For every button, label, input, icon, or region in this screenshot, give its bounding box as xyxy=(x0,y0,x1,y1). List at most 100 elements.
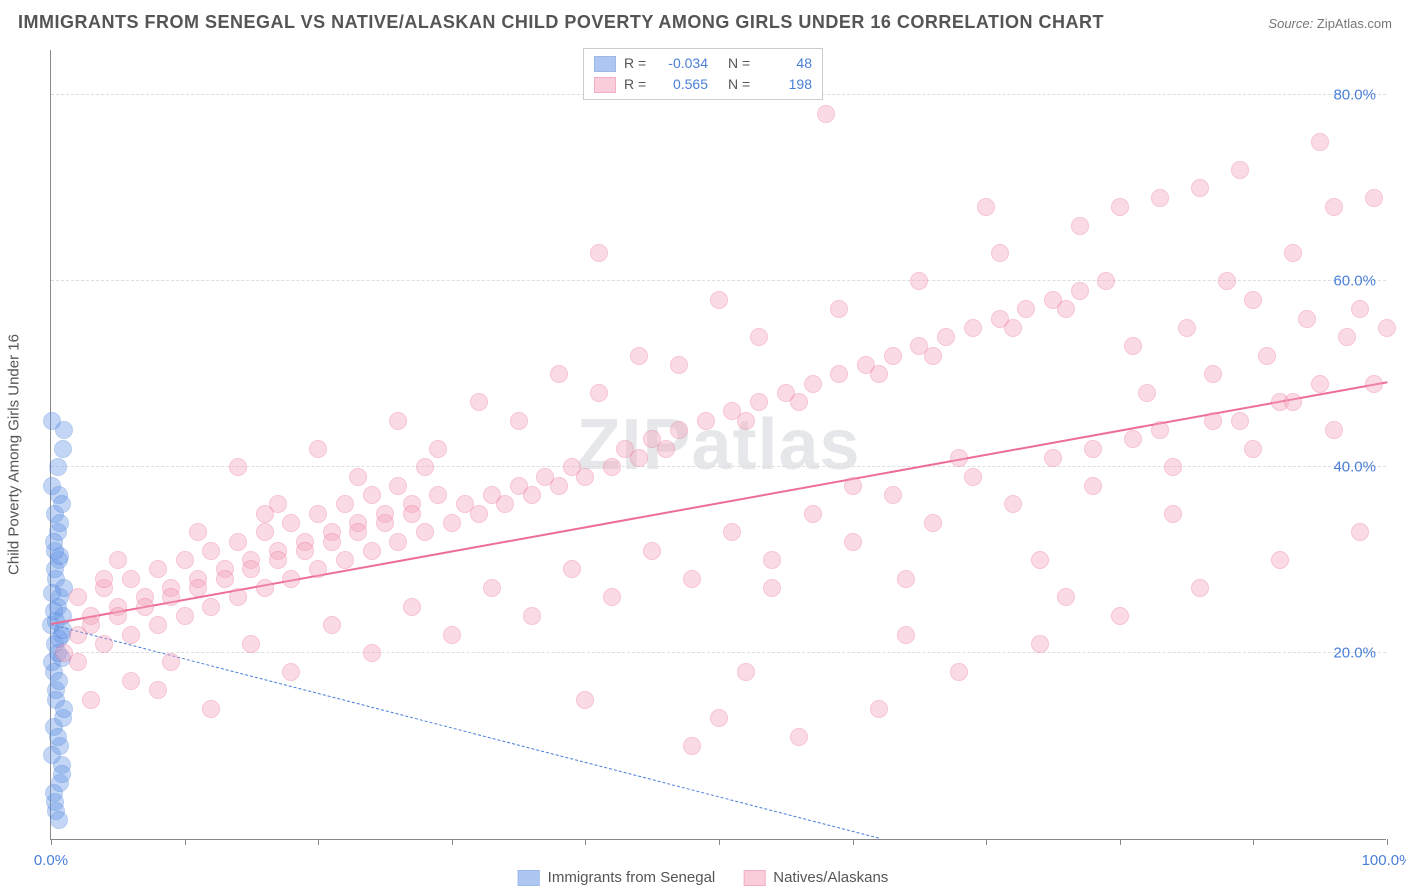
data-point xyxy=(416,458,434,476)
data-point xyxy=(242,560,260,578)
data-point xyxy=(53,495,71,513)
data-point xyxy=(790,393,808,411)
data-point xyxy=(1378,319,1396,337)
R-value-natives: 0.565 xyxy=(658,74,708,95)
N-label: N = xyxy=(728,53,754,74)
data-point xyxy=(830,365,848,383)
data-point xyxy=(1244,291,1262,309)
data-point xyxy=(1231,161,1249,179)
data-point xyxy=(1178,319,1196,337)
data-point xyxy=(643,542,661,560)
gridline xyxy=(51,280,1386,281)
x-tick xyxy=(585,839,586,845)
data-point xyxy=(1124,337,1142,355)
data-point xyxy=(1325,421,1343,439)
data-point xyxy=(1365,375,1383,393)
data-point xyxy=(630,449,648,467)
data-point xyxy=(95,635,113,653)
data-point xyxy=(1097,272,1115,290)
data-point xyxy=(296,542,314,560)
data-point xyxy=(483,579,501,597)
data-point xyxy=(50,672,68,690)
chart-title: IMMIGRANTS FROM SENEGAL VS NATIVE/ALASKA… xyxy=(18,12,1104,33)
data-point xyxy=(710,709,728,727)
data-point xyxy=(176,607,194,625)
data-point xyxy=(1204,412,1222,430)
data-point xyxy=(844,533,862,551)
data-point xyxy=(790,728,808,746)
data-point xyxy=(363,486,381,504)
x-tick-label: 0.0% xyxy=(34,852,68,869)
data-point xyxy=(269,551,287,569)
y-tick-label: 20.0% xyxy=(1333,645,1376,662)
y-tick-label: 80.0% xyxy=(1333,87,1376,104)
y-tick-label: 40.0% xyxy=(1333,459,1376,476)
data-point xyxy=(1004,319,1022,337)
data-point xyxy=(563,560,581,578)
data-point xyxy=(443,626,461,644)
data-point xyxy=(363,644,381,662)
data-point xyxy=(1057,588,1075,606)
data-point xyxy=(910,272,928,290)
x-tick xyxy=(1120,839,1121,845)
data-point xyxy=(550,477,568,495)
N-label: N = xyxy=(728,74,754,95)
data-point xyxy=(1057,300,1075,318)
data-point xyxy=(1191,579,1209,597)
data-point xyxy=(349,468,367,486)
source-name: ZipAtlas.com xyxy=(1317,16,1392,31)
source-attribution: Source: ZipAtlas.com xyxy=(1268,16,1392,31)
data-point xyxy=(723,523,741,541)
data-point xyxy=(496,495,514,513)
data-point xyxy=(95,570,113,588)
data-point xyxy=(950,663,968,681)
data-point xyxy=(323,616,341,634)
data-point xyxy=(202,542,220,560)
data-point xyxy=(1191,179,1209,197)
data-point xyxy=(1071,217,1089,235)
data-point xyxy=(51,514,69,532)
data-point xyxy=(657,440,675,458)
data-point xyxy=(590,384,608,402)
chart-container: IMMIGRANTS FROM SENEGAL VS NATIVE/ALASKA… xyxy=(0,0,1406,892)
data-point xyxy=(884,347,902,365)
data-point xyxy=(897,570,915,588)
data-point xyxy=(1311,133,1329,151)
data-point xyxy=(282,514,300,532)
data-point xyxy=(1231,412,1249,430)
data-point xyxy=(53,765,71,783)
data-point xyxy=(309,560,327,578)
data-point xyxy=(924,347,942,365)
x-tick xyxy=(1253,839,1254,845)
data-point xyxy=(737,663,755,681)
x-tick xyxy=(51,839,52,845)
data-point xyxy=(1004,495,1022,513)
data-point xyxy=(229,533,247,551)
data-point xyxy=(603,458,621,476)
data-point xyxy=(363,542,381,560)
x-tick xyxy=(185,839,186,845)
data-point xyxy=(470,505,488,523)
x-tick xyxy=(1387,839,1388,845)
x-tick xyxy=(318,839,319,845)
data-point xyxy=(1338,328,1356,346)
N-value-natives: 198 xyxy=(762,74,812,95)
data-point xyxy=(1084,440,1102,458)
data-point xyxy=(576,691,594,709)
series-label-natives: Natives/Alaskans xyxy=(773,869,888,886)
data-point xyxy=(1351,523,1369,541)
data-point xyxy=(349,523,367,541)
data-point xyxy=(763,551,781,569)
swatch-senegal xyxy=(594,56,616,72)
data-point xyxy=(229,588,247,606)
data-point xyxy=(323,533,341,551)
data-point xyxy=(82,616,100,634)
R-label: R = xyxy=(624,53,650,74)
data-point xyxy=(670,421,688,439)
data-point xyxy=(443,514,461,532)
data-point xyxy=(109,551,127,569)
x-tick xyxy=(853,839,854,845)
data-point xyxy=(69,653,87,671)
data-point xyxy=(1151,421,1169,439)
data-point xyxy=(309,440,327,458)
